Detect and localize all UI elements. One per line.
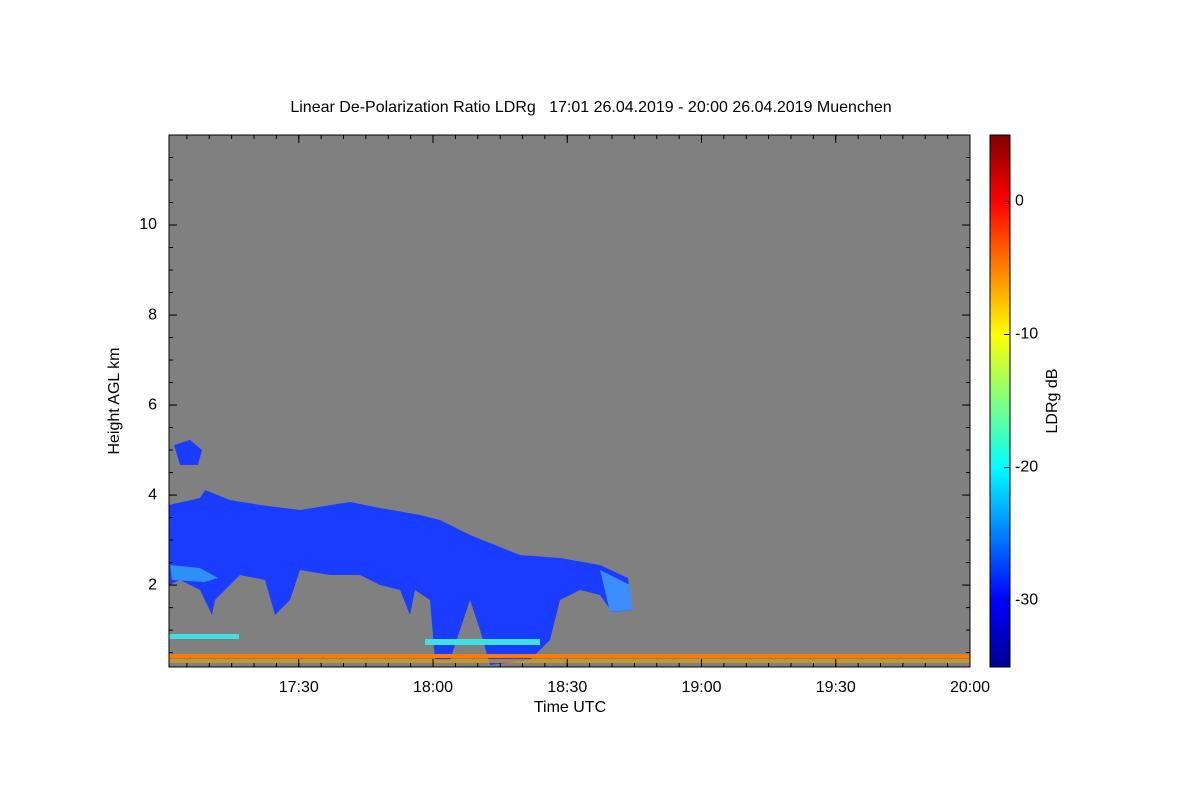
x-tick-label: 19:00 (681, 679, 721, 696)
cloud-region (169, 634, 239, 639)
colorbar-tick-label: -20 (1015, 459, 1038, 476)
y-tick-label: 8 (148, 306, 157, 323)
plot-frame (168, 134, 971, 668)
ground-layer (169, 654, 970, 658)
x-tick-label: 18:00 (413, 679, 453, 696)
ground-layer (169, 659, 970, 663)
y-axis-label: Height AGL km (106, 347, 123, 454)
x-tick-label: 20:00 (950, 679, 990, 696)
y-tick-label: 6 (148, 396, 157, 413)
colorbar-label: LDRg dB (1044, 369, 1061, 434)
cloud-region (174, 440, 202, 465)
y-tick-label: 4 (148, 486, 157, 503)
cloud-region (600, 570, 632, 612)
colorbar (989, 134, 1011, 668)
cloud-region (169, 490, 632, 665)
colorbar-tick-label: -10 (1015, 326, 1038, 343)
x-tick-label: 18:30 (547, 679, 587, 696)
colorbar-tick-label: -30 (1015, 592, 1038, 609)
x-axis-label: Time UTC (534, 699, 606, 716)
colorbar-tick-label: 0 (1015, 193, 1024, 210)
y-tick-label: 10 (139, 216, 157, 233)
cloud-region (425, 639, 540, 645)
cloud-region (170, 565, 218, 582)
echo-field (169, 440, 970, 665)
x-tick-label: 19:30 (816, 679, 856, 696)
y-tick-label: 2 (148, 576, 157, 593)
x-tick-label: 17:30 (279, 679, 319, 696)
chart-title: Linear De-Polarization Ratio LDRg 17:01 … (290, 99, 891, 116)
